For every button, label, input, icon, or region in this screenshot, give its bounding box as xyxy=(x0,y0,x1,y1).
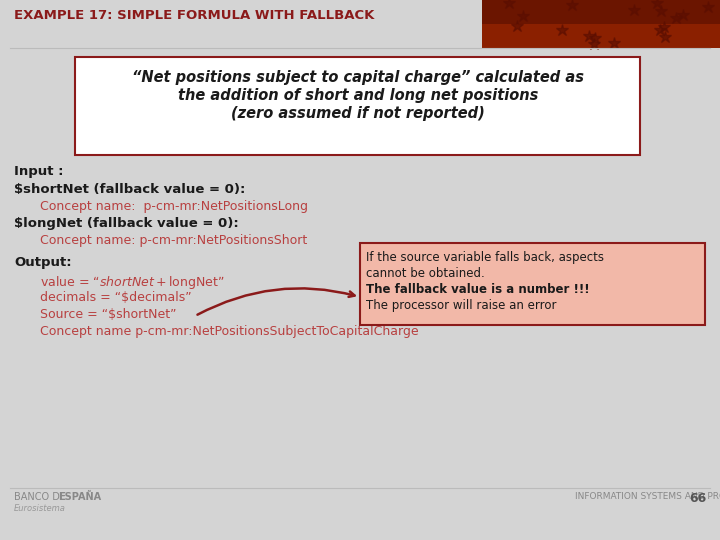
Text: value = “$shortNet + $longNet”: value = “$shortNet + $longNet” xyxy=(40,274,225,291)
Text: If the source variable falls back, aspects: If the source variable falls back, aspec… xyxy=(366,251,604,264)
FancyBboxPatch shape xyxy=(75,57,640,155)
Text: INFORMATION SYSTEMS AND PROCESSES: INFORMATION SYSTEMS AND PROCESSES xyxy=(575,492,720,501)
Text: 66: 66 xyxy=(689,492,706,505)
FancyBboxPatch shape xyxy=(360,243,705,325)
Text: $longNet (fallback value = 0):: $longNet (fallback value = 0): xyxy=(14,217,239,230)
Text: Concept name p-cm-mr:NetPositionsSubjectToCapitalCharge: Concept name p-cm-mr:NetPositionsSubject… xyxy=(40,325,418,338)
Bar xyxy=(482,0,720,24)
Text: Source = “$shortNet”: Source = “$shortNet” xyxy=(40,308,176,321)
Text: (zero assumed if not reported): (zero assumed if not reported) xyxy=(231,106,485,121)
Text: $shortNet (fallback value = 0):: $shortNet (fallback value = 0): xyxy=(14,183,246,196)
Text: decimals = “$decimals”: decimals = “$decimals” xyxy=(40,291,192,304)
Text: Output:: Output: xyxy=(14,256,71,269)
Text: BANCO DE: BANCO DE xyxy=(14,492,66,502)
Text: “Net positions subject to capital charge” calculated as: “Net positions subject to capital charge… xyxy=(132,70,584,85)
Text: cannot be obtained.: cannot be obtained. xyxy=(366,267,485,280)
Text: the addition of short and long net positions: the addition of short and long net posit… xyxy=(178,88,538,103)
Text: Concept name:  p-cm-mr:NetPositionsLong: Concept name: p-cm-mr:NetPositionsLong xyxy=(40,200,308,213)
Text: ESPAÑA: ESPAÑA xyxy=(58,492,101,502)
Bar xyxy=(482,0,720,48)
Text: The processor will raise an error: The processor will raise an error xyxy=(366,299,557,312)
Text: The fallback value is a number !!!: The fallback value is a number !!! xyxy=(366,283,590,296)
Text: EXAMPLE 17: SIMPLE FORMULA WITH FALLBACK: EXAMPLE 17: SIMPLE FORMULA WITH FALLBACK xyxy=(14,9,374,22)
Text: Input :: Input : xyxy=(14,165,63,178)
Text: Concept name: p-cm-mr:NetPositionsShort: Concept name: p-cm-mr:NetPositionsShort xyxy=(40,234,307,247)
Text: Eurosistema: Eurosistema xyxy=(14,504,66,513)
